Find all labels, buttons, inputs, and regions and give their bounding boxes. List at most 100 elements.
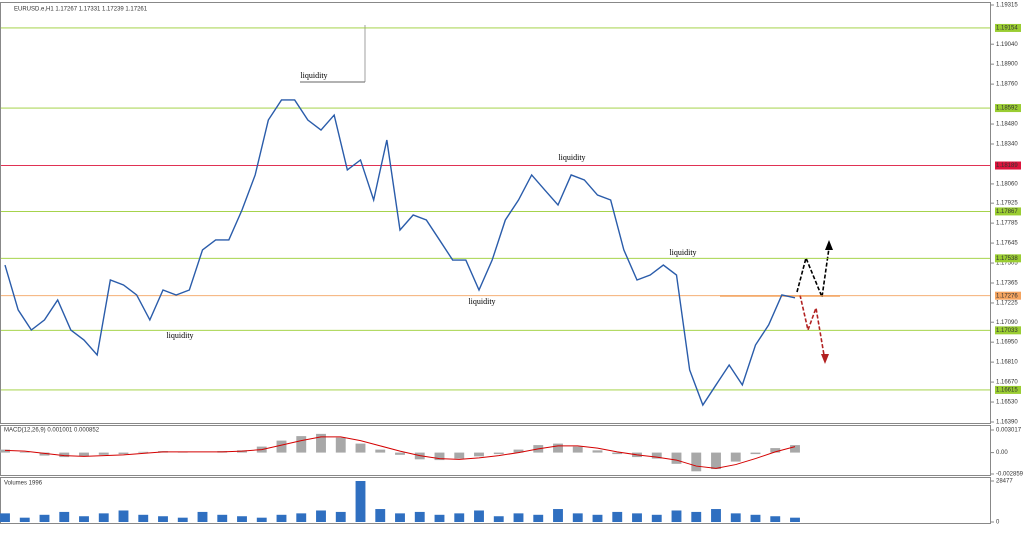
- bar: [237, 516, 247, 522]
- price-panel: [0, 2, 991, 424]
- bar: [651, 514, 662, 522]
- bar: [612, 511, 623, 522]
- bar: [355, 443, 366, 453]
- y-tick-label: 1.18340: [996, 142, 1018, 148]
- bar: [59, 452, 70, 458]
- bar: [513, 513, 524, 522]
- bar: [474, 510, 484, 522]
- level-label: 1.17867: [996, 209, 1018, 215]
- price-title: EURUSD.e,H1 1.17267 1.17331 1.17239 1.17…: [14, 7, 148, 13]
- bar: [730, 513, 741, 522]
- bar: [553, 509, 563, 522]
- bar: [296, 436, 307, 453]
- level-label: 1.18592: [996, 106, 1018, 112]
- bar: [158, 516, 168, 522]
- bar: [612, 452, 623, 455]
- volume-panel: [0, 477, 991, 524]
- level-label: 1.17033: [996, 328, 1018, 334]
- bar: [790, 517, 800, 522]
- bar: [533, 514, 544, 522]
- bar: [395, 452, 405, 455]
- bar: [572, 513, 583, 522]
- bar: [39, 452, 50, 456]
- bar: [59, 511, 70, 522]
- y-tick-label: 1.17785: [996, 221, 1018, 227]
- y-tick-label: 0.003017: [996, 428, 1022, 434]
- bar: [276, 514, 287, 522]
- bar: [592, 514, 603, 522]
- y-tick-label: 1.16390: [996, 420, 1018, 426]
- volume-title: Volumes 1996: [4, 481, 43, 487]
- bar: [375, 509, 386, 522]
- y-tick-label: 1.19315: [996, 3, 1018, 9]
- scenario-arrows: [796, 247, 830, 356]
- bar: [118, 510, 129, 522]
- annotation: liquidity: [669, 248, 696, 257]
- bull-arrowhead: [825, 240, 833, 250]
- bar: [39, 514, 50, 522]
- bar: [454, 452, 465, 459]
- bar: [434, 452, 445, 461]
- level-tag: [995, 23, 1021, 32]
- bar: [316, 510, 326, 522]
- annotation: liquidity: [166, 331, 193, 340]
- bar: [770, 516, 781, 522]
- signal-line: [4, 436, 796, 469]
- y-tick-label: 1.16530: [996, 400, 1018, 406]
- annotation: liquidity: [468, 297, 495, 306]
- y-tick-label: 1.17225: [996, 301, 1018, 307]
- y-tick-label: 1.18900: [996, 62, 1018, 68]
- bar: [711, 509, 721, 522]
- level-label: 1.16615: [996, 388, 1018, 394]
- bar: [217, 514, 228, 522]
- level-tag: [995, 207, 1021, 216]
- bar: [355, 481, 366, 522]
- bar: [671, 452, 682, 464]
- bar: [177, 517, 188, 522]
- level-label: 1.17276: [996, 293, 1018, 299]
- bear-arrowhead: [821, 354, 829, 364]
- macd-title: MACD(12,26,9) 0.001001 0.000852: [4, 428, 100, 434]
- y-tick-label: 28477: [996, 479, 1013, 485]
- bar: [750, 452, 761, 455]
- level-tag: [995, 254, 1021, 263]
- bar: [138, 514, 149, 522]
- bar: [98, 513, 109, 522]
- bar: [691, 452, 702, 472]
- bull-path: [796, 247, 830, 301]
- bar: [651, 452, 662, 459]
- y-tick-label: 1.17365: [996, 281, 1018, 287]
- bar: [493, 516, 504, 522]
- y-tick-label: 1.17645: [996, 241, 1018, 247]
- bar: [632, 513, 642, 522]
- bar: [493, 452, 504, 455]
- y-tick-label: 0: [996, 520, 1000, 526]
- y-tick-label: 1.19040: [996, 42, 1018, 48]
- bar: [434, 514, 445, 522]
- level-label: 1.17538: [996, 256, 1018, 262]
- bar: [513, 449, 524, 453]
- bar: [711, 452, 721, 470]
- bar: [335, 437, 346, 453]
- bar: [19, 517, 30, 522]
- bar: [671, 510, 682, 522]
- bar: [553, 443, 563, 453]
- level-label: 1.18189: [996, 163, 1018, 169]
- bar: [395, 513, 405, 522]
- bar: [730, 452, 741, 462]
- y-tick-label: 1.16950: [996, 340, 1018, 346]
- bar: [138, 451, 149, 453]
- bar: [316, 433, 326, 453]
- level-tag: [995, 291, 1021, 300]
- bar: [296, 513, 307, 522]
- y-tick-label: 1.18480: [996, 122, 1018, 128]
- y-tick-label: 1.17925: [996, 201, 1018, 207]
- y-tick-label: 1.18760: [996, 82, 1018, 88]
- bar: [256, 517, 267, 522]
- bar: [592, 450, 603, 453]
- y-tick-label: 1.18060: [996, 181, 1018, 187]
- bar: [770, 448, 781, 453]
- level-tag: [995, 385, 1021, 394]
- level-tag: [995, 161, 1021, 170]
